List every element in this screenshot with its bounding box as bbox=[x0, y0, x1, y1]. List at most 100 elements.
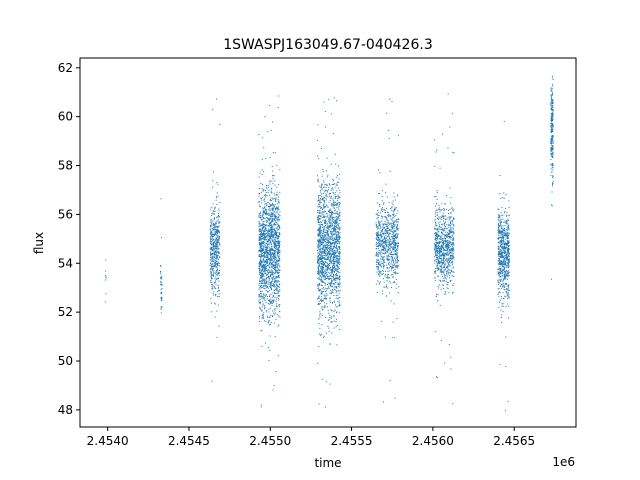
data-point bbox=[278, 270, 280, 272]
data-point bbox=[317, 242, 319, 244]
data-point bbox=[389, 243, 391, 245]
data-point bbox=[329, 263, 331, 265]
data-point bbox=[215, 276, 217, 278]
data-point bbox=[266, 205, 268, 207]
data-point bbox=[317, 244, 319, 246]
data-point bbox=[329, 218, 331, 220]
data-point bbox=[447, 251, 449, 253]
data-point bbox=[269, 214, 271, 216]
data-point bbox=[338, 213, 340, 215]
data-point bbox=[336, 242, 338, 244]
data-point bbox=[325, 275, 327, 277]
data-point bbox=[266, 221, 268, 223]
data-point bbox=[264, 255, 266, 257]
data-point bbox=[322, 205, 324, 207]
data-point bbox=[320, 278, 322, 280]
data-point bbox=[434, 165, 436, 167]
data-point bbox=[334, 226, 336, 228]
data-point bbox=[335, 220, 337, 222]
data-point bbox=[258, 193, 260, 195]
data-point bbox=[336, 257, 338, 259]
data-point bbox=[267, 275, 269, 277]
data-point bbox=[386, 230, 388, 232]
data-point bbox=[336, 274, 338, 276]
data-point bbox=[385, 245, 387, 247]
data-point bbox=[384, 212, 386, 214]
data-point bbox=[276, 191, 278, 193]
data-point bbox=[319, 191, 321, 193]
data-point bbox=[323, 298, 325, 300]
data-point bbox=[390, 218, 392, 220]
data-point bbox=[323, 335, 325, 337]
data-point bbox=[377, 216, 379, 218]
data-point bbox=[391, 227, 393, 229]
data-point bbox=[105, 276, 107, 278]
data-point bbox=[263, 199, 265, 201]
data-point bbox=[378, 283, 380, 285]
data-point bbox=[325, 278, 327, 280]
data-point bbox=[328, 99, 330, 101]
data-point bbox=[322, 211, 324, 213]
data-point bbox=[260, 329, 262, 331]
data-point bbox=[268, 273, 270, 275]
data-point bbox=[277, 249, 279, 251]
data-point bbox=[259, 247, 261, 249]
data-point bbox=[266, 255, 268, 257]
data-point bbox=[209, 262, 211, 264]
data-point bbox=[322, 271, 324, 273]
data-point bbox=[319, 316, 321, 318]
data-point bbox=[317, 362, 319, 364]
data-point bbox=[381, 245, 383, 247]
data-point bbox=[276, 208, 278, 210]
data-point bbox=[333, 263, 335, 265]
data-point bbox=[335, 212, 337, 214]
data-point bbox=[264, 279, 266, 281]
data-point bbox=[331, 204, 332, 206]
data-point bbox=[262, 233, 264, 234]
data-point bbox=[397, 221, 399, 223]
data-point bbox=[219, 124, 221, 126]
data-point bbox=[261, 207, 263, 209]
data-point bbox=[378, 270, 380, 272]
data-point bbox=[270, 307, 272, 309]
data-point bbox=[318, 303, 320, 305]
data-point bbox=[320, 298, 322, 300]
data-point bbox=[211, 278, 213, 280]
data-point bbox=[440, 245, 442, 247]
data-point bbox=[321, 265, 323, 267]
data-point bbox=[276, 275, 278, 277]
data-point bbox=[319, 229, 321, 231]
data-point bbox=[161, 288, 163, 290]
data-point bbox=[261, 254, 263, 256]
data-point bbox=[378, 224, 380, 226]
data-point bbox=[443, 284, 445, 286]
data-point bbox=[266, 212, 268, 214]
data-point bbox=[328, 210, 330, 212]
data-point bbox=[268, 303, 270, 305]
data-point bbox=[259, 236, 261, 238]
data-point bbox=[271, 281, 273, 283]
data-point bbox=[446, 241, 448, 243]
data-point bbox=[448, 224, 450, 226]
data-point bbox=[384, 210, 386, 212]
data-point bbox=[274, 336, 276, 338]
data-point bbox=[264, 261, 266, 263]
data-point bbox=[322, 276, 324, 278]
data-point bbox=[337, 213, 339, 215]
data-point bbox=[270, 266, 272, 268]
data-point bbox=[387, 232, 389, 234]
data-point bbox=[331, 213, 333, 215]
data-point bbox=[383, 203, 384, 205]
data-point bbox=[267, 240, 269, 242]
data-point bbox=[328, 222, 330, 224]
data-point bbox=[104, 301, 106, 303]
data-point bbox=[276, 234, 278, 236]
data-point bbox=[378, 282, 380, 284]
data-point bbox=[216, 197, 218, 199]
data-point bbox=[322, 229, 324, 231]
data-point bbox=[334, 231, 336, 233]
data-point bbox=[390, 222, 392, 224]
data-point bbox=[330, 193, 332, 195]
data-point bbox=[337, 265, 339, 267]
data-point bbox=[322, 235, 324, 237]
